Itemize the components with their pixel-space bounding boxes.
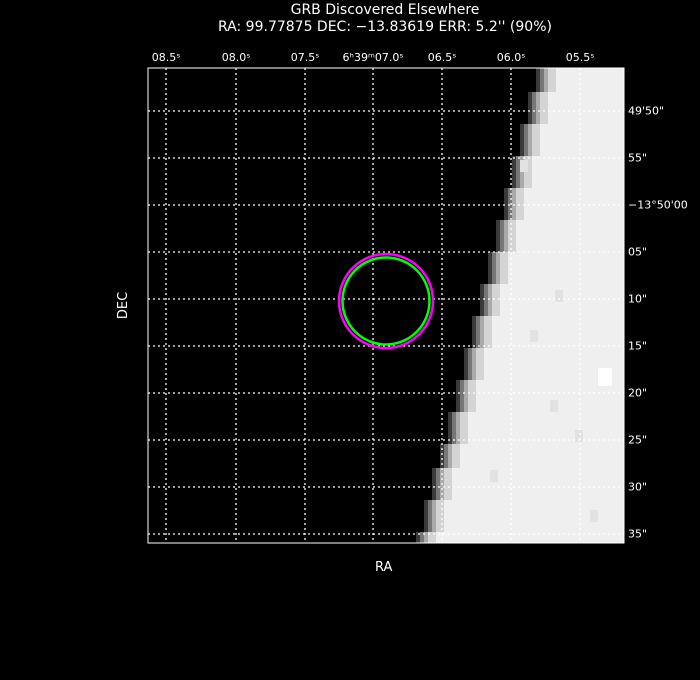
sky-pixel-row	[508, 260, 624, 268]
sky-pixel-row	[484, 372, 624, 380]
sky-pixel	[575, 430, 583, 442]
sky-pixel	[520, 160, 528, 172]
chart-title: GRB Discovered Elsewhere	[290, 2, 480, 18]
y-tick-label: 25"	[628, 433, 648, 447]
sky-pixel-row	[516, 220, 624, 228]
sky-pixel-row	[476, 404, 624, 412]
sky-pixel-row	[492, 340, 624, 348]
y-tick-label: 15"	[628, 339, 648, 353]
x-tick-label: 06.0ˢ	[496, 51, 526, 64]
sky-pixel-row	[548, 92, 624, 100]
sky-pixel-row	[500, 308, 624, 316]
x-tick-label: 08.5ˢ	[151, 51, 181, 64]
sky-pixel-row	[540, 148, 624, 156]
sky-pixel-row	[548, 108, 624, 116]
sky-pixel-row	[484, 356, 624, 364]
sky-pixel-row	[484, 364, 624, 372]
sky-pixel-row	[532, 164, 624, 172]
sky-pixel-row	[444, 524, 624, 532]
sky-pixel	[555, 290, 563, 302]
sky-pixel	[490, 470, 498, 482]
sky-pixel-row	[524, 188, 624, 196]
sky-pixel-row	[492, 316, 624, 324]
sky-pixel-row	[476, 380, 624, 388]
sky-pixel-row	[532, 180, 624, 188]
plot-frame	[147, 67, 625, 544]
sky-pixel-row	[556, 76, 624, 84]
sky-pixel-row	[468, 436, 624, 444]
x-tick-label: 06.5ˢ	[427, 51, 457, 64]
x-tick-label: 07.5ˢ	[290, 51, 320, 64]
sky-pixel-row	[484, 348, 624, 356]
sky-image	[416, 68, 624, 543]
sky-pixel-row	[540, 132, 624, 140]
sky-pixel-row	[524, 212, 624, 220]
sky-pixel-row	[540, 124, 624, 132]
y-tick-label: 05"	[628, 245, 648, 259]
sky-pixel-row	[524, 204, 624, 212]
sky-pixel-row	[452, 484, 624, 492]
sky-pixel-row	[444, 508, 624, 516]
error-circle-inner	[341, 256, 431, 346]
sky-pixel-row	[468, 428, 624, 436]
sky-pixel-row	[492, 332, 624, 340]
chart-subtitle: RA: 99.77875 DEC: −13.83619 ERR: 5.2'' (…	[218, 19, 552, 35]
sky-pixel-row	[548, 100, 624, 108]
y-tick-label: 55"	[628, 151, 648, 165]
y-tick-label: 30"	[628, 480, 648, 494]
sky-pixel-row	[444, 516, 624, 524]
sky-pixel	[530, 330, 538, 342]
sky-pixel-row	[476, 388, 624, 396]
x-tick-label: 6ʰ39ᵐ07.0ˢ	[342, 51, 404, 64]
sky-pixel-row	[532, 156, 624, 164]
sky-pixel-row	[452, 492, 624, 500]
sky-pixel-row	[476, 396, 624, 404]
sky-pixel	[550, 400, 558, 412]
sky-pixel-row	[436, 540, 624, 543]
sky-pixel-row	[468, 412, 624, 420]
sky-pixel-row	[460, 452, 624, 460]
sky-pixel-row	[532, 172, 624, 180]
sky-pixel-row	[508, 276, 624, 284]
sky-pixel-row	[548, 116, 624, 124]
x-tick-label: 08.0ˢ	[221, 51, 251, 64]
y-axis-label: DEC	[116, 291, 132, 320]
error-circle-outer	[337, 252, 435, 350]
sky-pixel-row	[500, 284, 624, 292]
x-axis-label: RA	[375, 560, 393, 575]
sky-pixel-row	[452, 468, 624, 476]
sky-pixel-row	[508, 252, 624, 260]
y-tick-label: 10"	[628, 292, 648, 306]
sky-pixel-row	[460, 444, 624, 452]
sky-pixel-row	[436, 532, 624, 540]
sky-pixel-row	[556, 68, 624, 76]
y-tick-label: 20"	[628, 386, 648, 400]
bright-source	[598, 368, 612, 386]
y-tick-label: 35"	[628, 527, 648, 541]
sky-pixel-row	[460, 460, 624, 468]
sky-pixel-row	[524, 196, 624, 204]
sky-pixel-row	[468, 420, 624, 428]
sky-pixel-row	[516, 236, 624, 244]
sky-pixel-row	[444, 500, 624, 508]
sky-pixel-row	[500, 300, 624, 308]
x-tick-label: 05.5ˢ	[565, 51, 595, 64]
sky-pixel	[590, 510, 598, 522]
sky-pixel-row	[516, 228, 624, 236]
sky-pixel-row	[452, 476, 624, 484]
sky-pixel-row	[556, 84, 624, 92]
sky-pixel-row	[540, 140, 624, 148]
sky-pixel-row	[492, 324, 624, 332]
y-tick-label: 49'50"	[628, 104, 665, 118]
sky-pixel-row	[516, 244, 624, 252]
y-tick-label: −13°50'00	[628, 198, 688, 212]
sky-pixel-row	[508, 268, 624, 276]
